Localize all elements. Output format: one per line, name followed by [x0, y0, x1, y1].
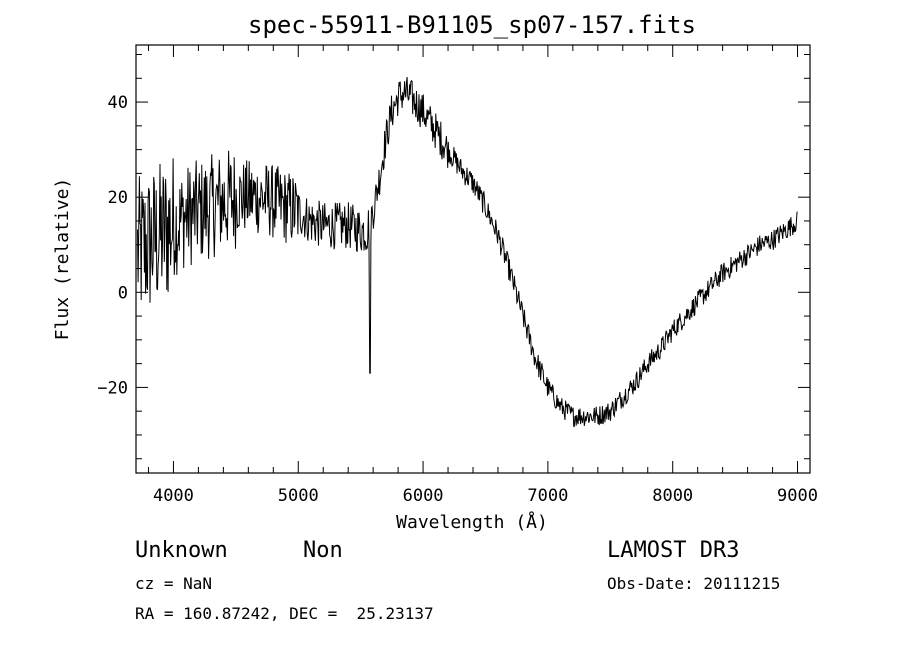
chart-title: spec-55911-B91105_sp07-157.fits — [248, 11, 696, 39]
y-tick-label: 40 — [108, 93, 128, 113]
x-tick-label: 4000 — [153, 486, 194, 506]
axis-ticks — [136, 45, 810, 473]
observation-date: Obs-Date: 20111215 — [607, 574, 781, 593]
x-tick-label: 7000 — [527, 486, 568, 506]
y-tick-label: 20 — [108, 188, 128, 208]
x-tick-label: 9000 — [777, 486, 818, 506]
survey-name: LAMOST DR3 — [607, 538, 740, 563]
spectrum-line — [137, 76, 798, 428]
x-tick-label: 5000 — [278, 486, 319, 506]
x-axis-label: Wavelength (Å) — [396, 511, 548, 533]
redshift-cz: cz = NaN — [135, 574, 213, 593]
axis-tick-labels: 4000 5000 6000 7000 8000 9000 −20 0 20 40 — [97, 93, 818, 506]
object-class: Non — [303, 538, 343, 563]
y-tick-label: −20 — [97, 378, 128, 398]
object-type: Unknown — [135, 538, 228, 563]
y-tick-label: 0 — [118, 283, 128, 303]
y-axis-label: Flux (relative) — [52, 178, 73, 341]
ra-dec-coordinates: RA = 160.87242, DEC = 25.23137 — [135, 604, 434, 623]
x-tick-label: 6000 — [403, 486, 444, 506]
x-tick-label: 8000 — [652, 486, 693, 506]
plot-frame — [135, 44, 811, 474]
